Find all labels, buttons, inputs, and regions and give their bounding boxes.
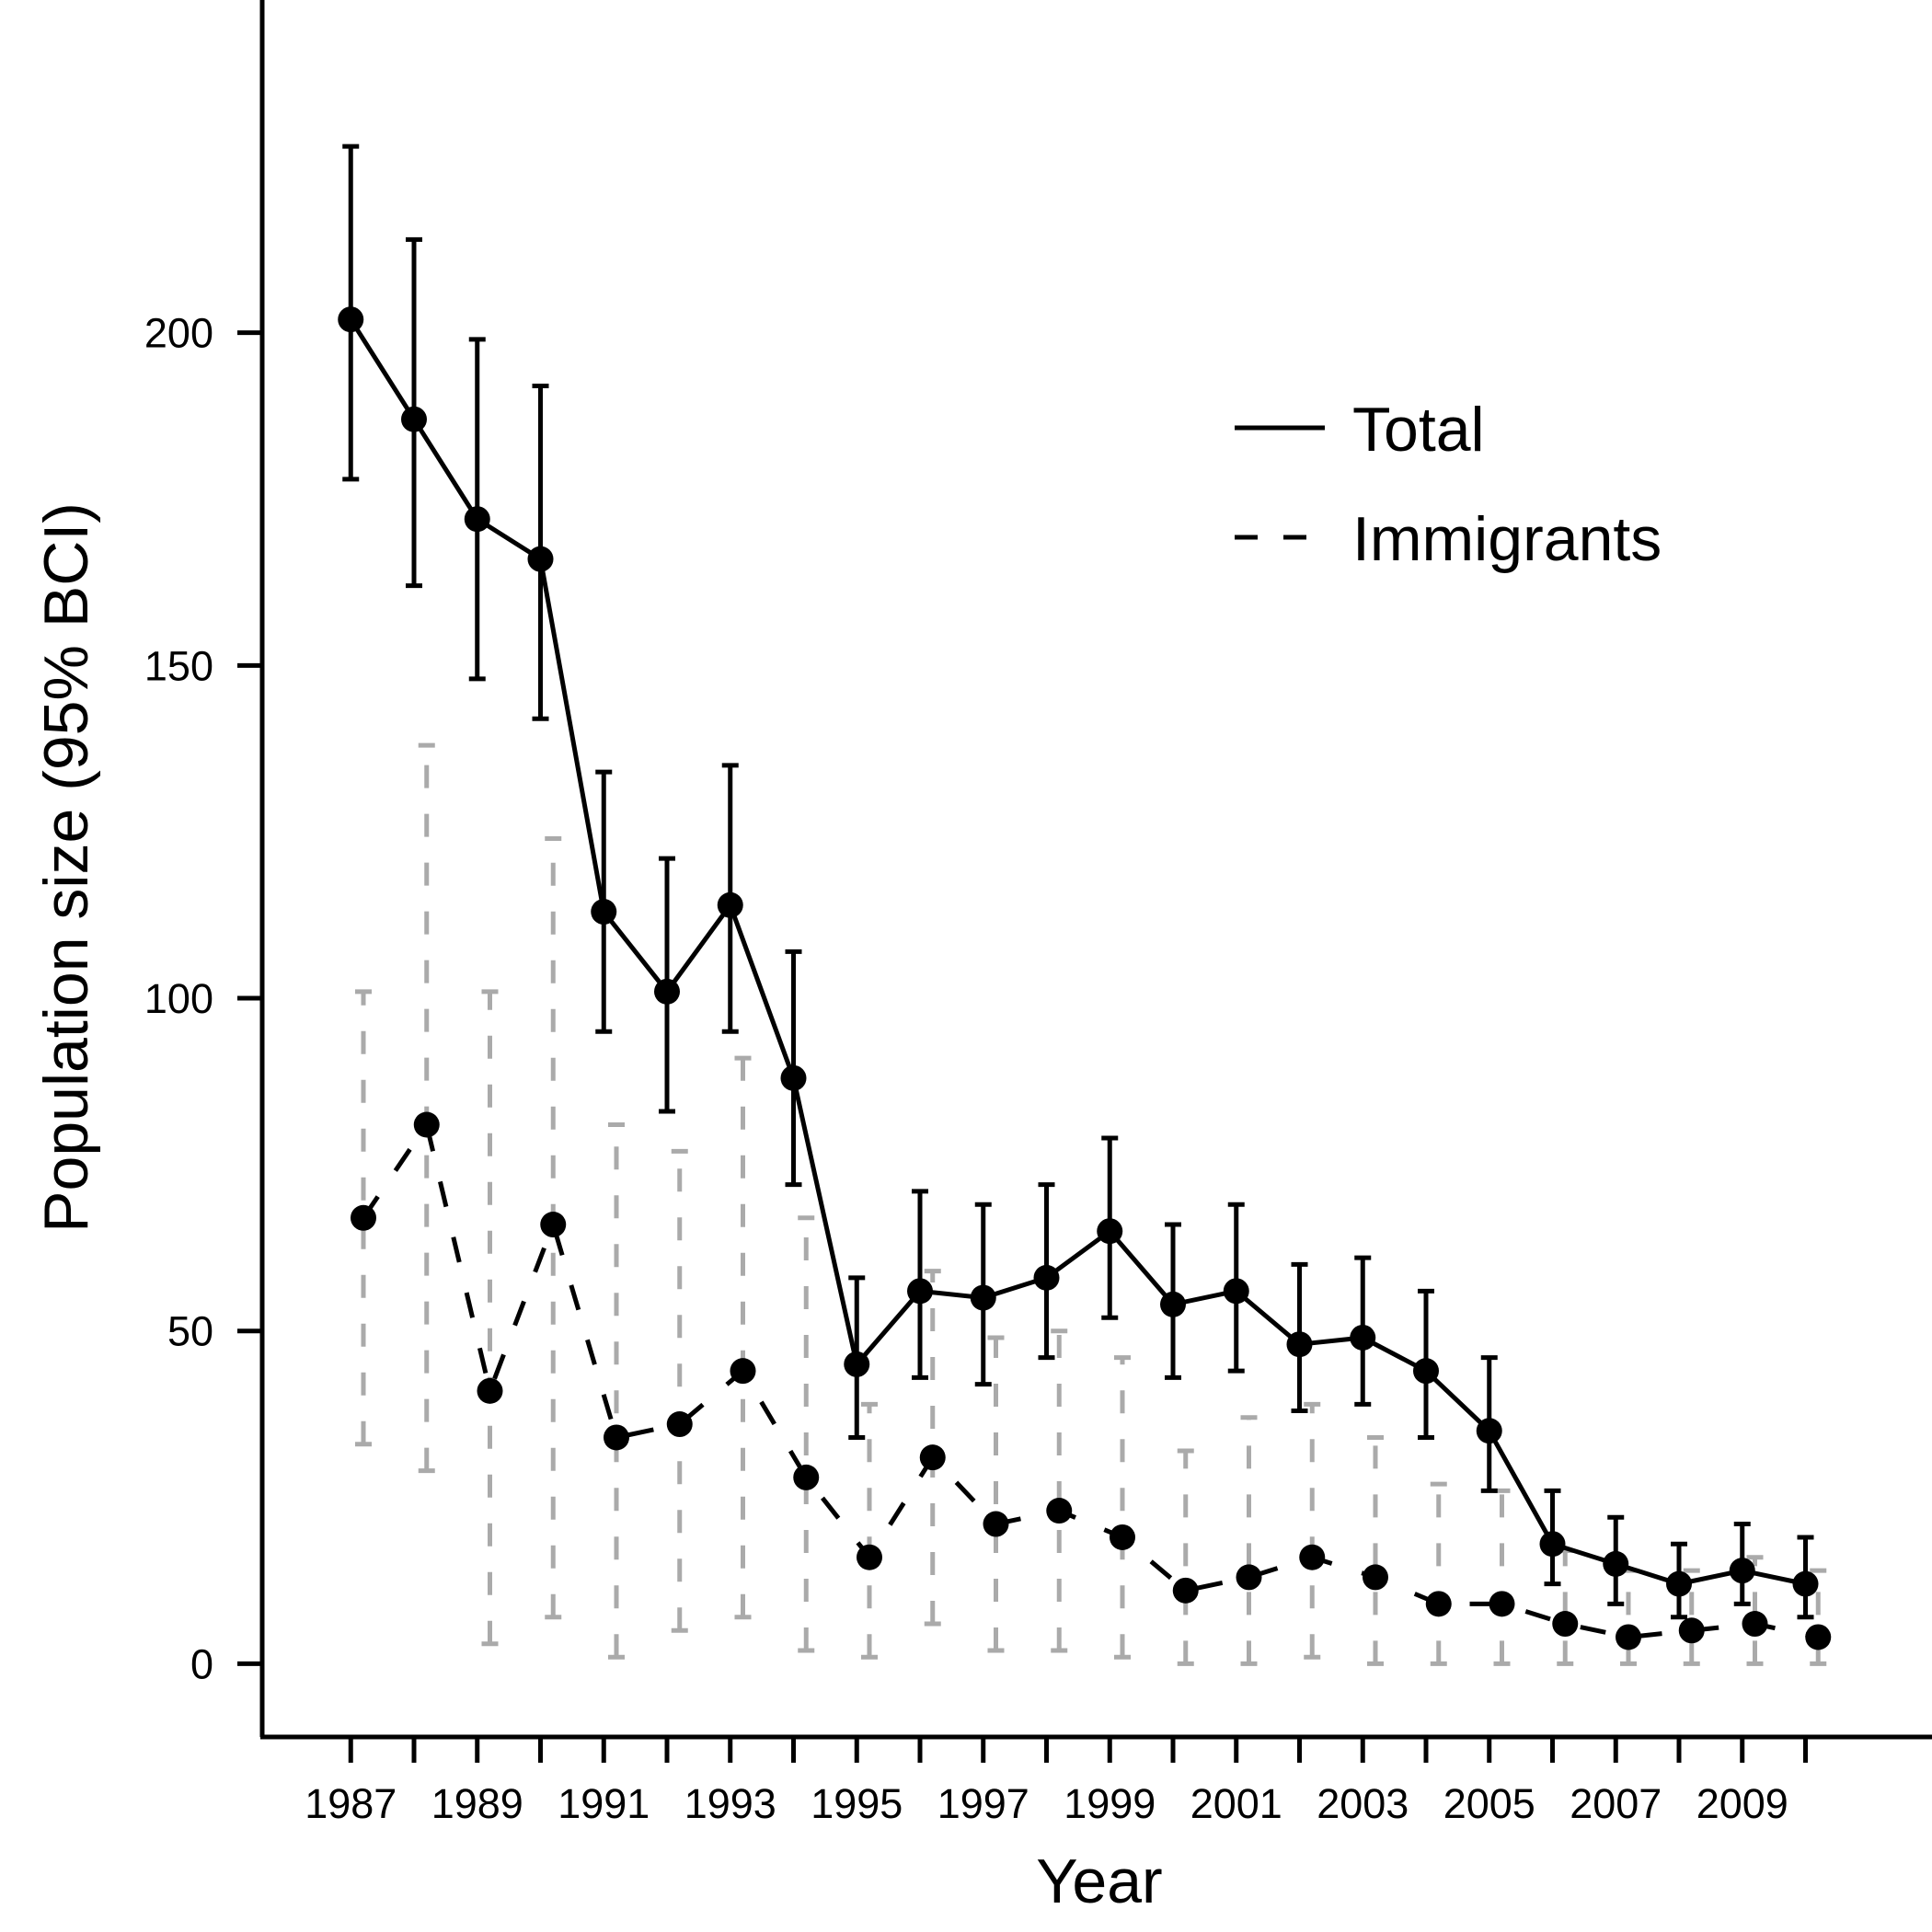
legend-label-total: Total xyxy=(1352,395,1485,465)
immigrants-point xyxy=(919,1444,946,1471)
immigrants-point xyxy=(1299,1544,1326,1570)
immigrants-point xyxy=(540,1212,567,1238)
total-point xyxy=(338,306,364,333)
x-tick-label: 1989 xyxy=(431,1780,523,1827)
x-tick-label: 1995 xyxy=(811,1780,903,1827)
y-axis-title: Population size (95% BCI) xyxy=(31,502,101,1233)
y-axis-ticks: 0 50 100 150 200 xyxy=(144,310,262,1687)
total-point xyxy=(1413,1358,1439,1385)
total-point xyxy=(1792,1570,1819,1597)
x-tick-label: 2003 xyxy=(1317,1780,1409,1827)
legend-label-immigrants: Immigrants xyxy=(1352,504,1662,574)
immigrants-point xyxy=(1552,1611,1579,1638)
x-tick-label: 2005 xyxy=(1443,1780,1535,1827)
total-point xyxy=(717,891,743,918)
x-tick-label: 2009 xyxy=(1696,1780,1788,1827)
immigrants-point xyxy=(1425,1591,1452,1617)
immigrants-point xyxy=(1805,1624,1832,1650)
plot-area xyxy=(338,144,1832,1666)
total-point xyxy=(527,546,554,572)
immigrants-points xyxy=(351,1111,1832,1650)
x-axis-title: Year xyxy=(1036,1846,1162,1916)
total-point xyxy=(654,978,680,1005)
total-error-bars xyxy=(342,144,1814,1620)
total-point xyxy=(780,1064,807,1091)
immigrants-point xyxy=(1236,1564,1262,1591)
total-point xyxy=(464,506,490,533)
immigrants-point xyxy=(477,1377,503,1404)
immigrants-point xyxy=(351,1204,376,1231)
immigrants-point xyxy=(793,1464,820,1490)
immigrants-point xyxy=(1678,1617,1705,1644)
total-point xyxy=(970,1284,996,1311)
x-tick-label: 1991 xyxy=(558,1780,650,1827)
x-axis-ticks: 1987 1989 1991 1993 1995 1997 1999 2001 2003 2005… xyxy=(305,1737,1808,1827)
x-tick-label: 1997 xyxy=(937,1780,1029,1827)
immigrants-point xyxy=(1046,1498,1073,1524)
total-point xyxy=(1539,1531,1566,1558)
total-point xyxy=(1603,1550,1629,1577)
total-point xyxy=(1476,1418,1502,1444)
y-tick-label: 50 xyxy=(167,1308,213,1355)
total-point xyxy=(907,1278,933,1305)
y-tick-label: 200 xyxy=(144,310,213,357)
total-point xyxy=(1286,1331,1313,1358)
x-tick-label: 1987 xyxy=(305,1780,397,1827)
total-point xyxy=(1160,1291,1186,1317)
immigrants-line xyxy=(361,1119,1819,1640)
immigrants-point xyxy=(1172,1577,1199,1604)
immigrants-point xyxy=(857,1544,882,1570)
immigrants-error-bars xyxy=(355,742,1827,1666)
immigrants-point xyxy=(983,1511,1009,1537)
x-tick-label: 2001 xyxy=(1190,1780,1282,1827)
total-point xyxy=(1223,1278,1249,1305)
immigrants-point xyxy=(1489,1591,1515,1617)
y-tick-label: 100 xyxy=(144,975,213,1022)
immigrants-point xyxy=(1742,1611,1768,1638)
x-tick-label: 2007 xyxy=(1570,1780,1662,1827)
y-tick-label: 150 xyxy=(144,642,213,689)
immigrants-point xyxy=(413,1111,440,1138)
total-point xyxy=(401,406,427,432)
total-point xyxy=(844,1351,870,1377)
total-point xyxy=(1666,1570,1692,1597)
legend: Total Immigrants xyxy=(1235,395,1662,574)
axes: 0 50 100 150 200 1987 1989 1991 1993 1995 1997 199… xyxy=(31,0,1932,1916)
total-point xyxy=(1033,1264,1060,1291)
x-tick-label: 1993 xyxy=(684,1780,776,1827)
immigrants-point xyxy=(1363,1564,1388,1591)
immigrants-point xyxy=(666,1411,693,1438)
total-point xyxy=(1097,1218,1123,1245)
immigrants-point xyxy=(1110,1524,1135,1550)
y-tick-label: 0 xyxy=(190,1640,213,1687)
total-point xyxy=(1729,1558,1755,1584)
x-tick-label: 1999 xyxy=(1064,1780,1156,1827)
total-point xyxy=(591,899,617,926)
immigrants-point xyxy=(1616,1624,1641,1650)
immigrants-point xyxy=(604,1424,629,1451)
immigrants-point xyxy=(730,1358,756,1385)
total-points xyxy=(338,306,1819,1597)
total-point xyxy=(1350,1324,1376,1351)
